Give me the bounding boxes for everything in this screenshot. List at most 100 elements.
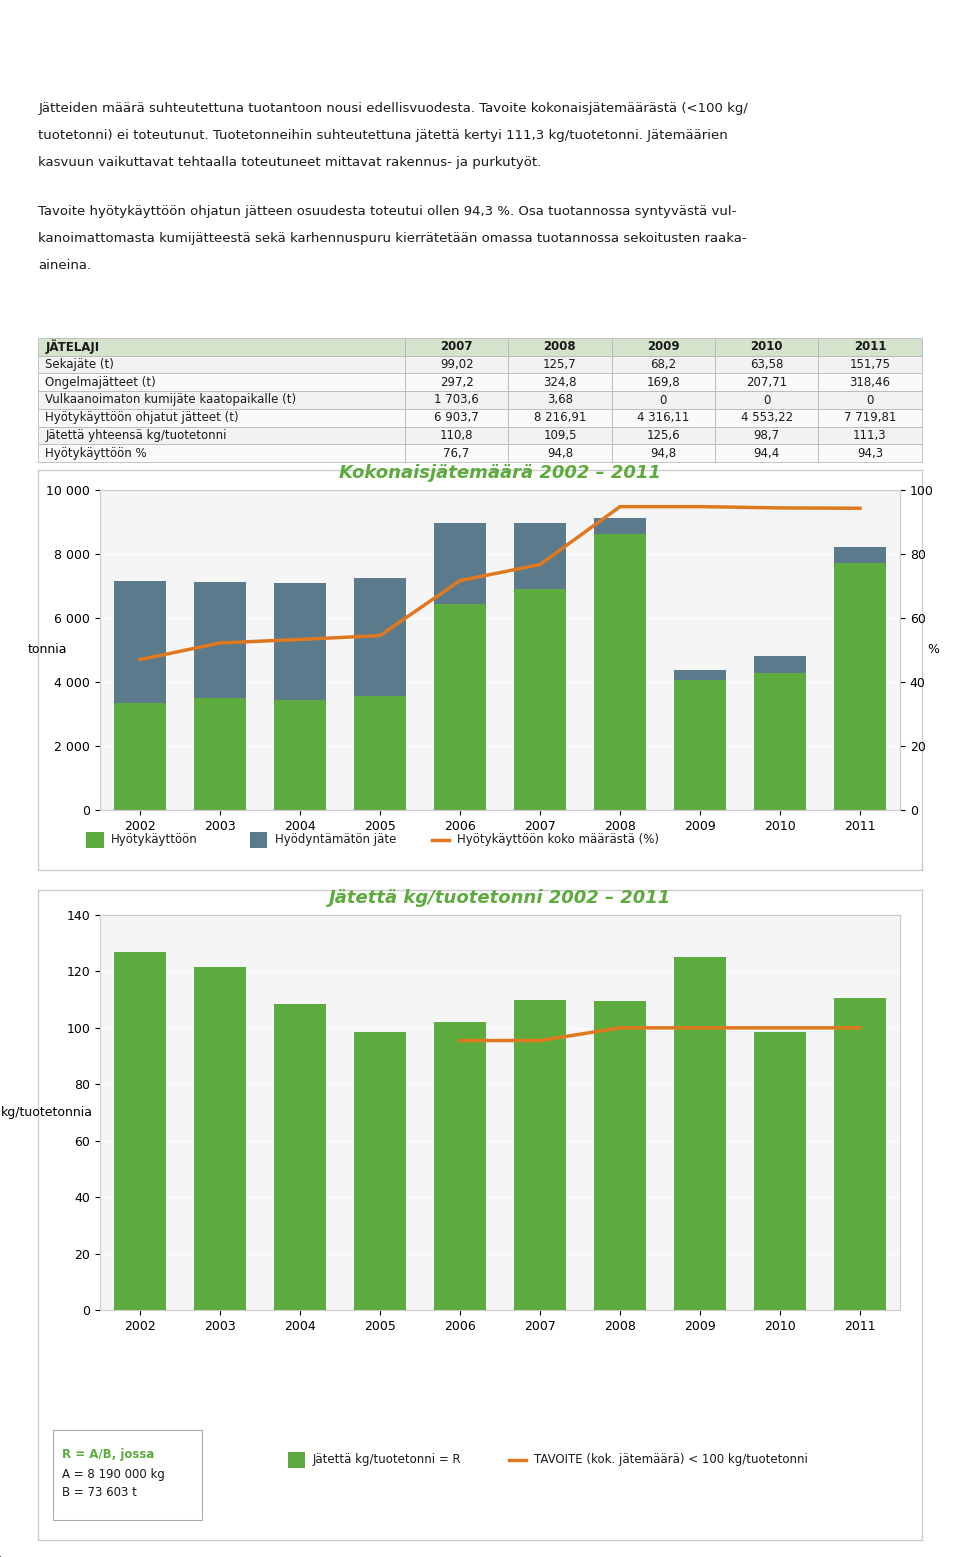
Bar — [405, 338, 508, 355]
Text: 2011: 2011 — [853, 341, 886, 353]
Text: tuotetonni) ei toteutunut. Tuotetonneihin suhteutettuna jätettä kertyi 111,3 kg/: tuotetonni) ei toteutunut. Tuotetonneihi… — [38, 129, 728, 142]
Text: Hyötykäyttöön ohjatut jätteet (t): Hyötykäyttöön ohjatut jätteet (t) — [45, 411, 239, 424]
Text: 2010: 2010 — [751, 341, 782, 353]
Bar — [674, 958, 726, 1309]
Text: 8 216,91: 8 216,91 — [534, 411, 587, 424]
Bar — [674, 680, 726, 810]
Text: 0: 0 — [660, 394, 667, 406]
Bar — [754, 673, 806, 810]
Bar — [508, 444, 612, 462]
Text: 318,46: 318,46 — [850, 375, 891, 389]
Text: 94,3: 94,3 — [857, 447, 883, 459]
Text: JÄTEMÄÄRÄT: JÄTEMÄÄRÄT — [381, 16, 579, 48]
Bar — [38, 444, 405, 462]
Bar — [434, 1023, 486, 1309]
Bar — [612, 391, 715, 409]
Text: 207,71: 207,71 — [746, 375, 787, 389]
Text: 111,3: 111,3 — [853, 428, 887, 442]
Bar — [612, 374, 715, 391]
Bar — [508, 427, 612, 444]
Bar — [114, 704, 166, 810]
Bar — [834, 998, 886, 1309]
Text: 4 316,11: 4 316,11 — [637, 411, 689, 424]
Bar — [612, 444, 715, 462]
Text: 297,2: 297,2 — [440, 375, 473, 389]
Text: 63,58: 63,58 — [750, 358, 783, 371]
Text: %: % — [927, 643, 940, 657]
Text: Jätteiden määrä suhteutettuna tuotantoon nousi edellisvuodesta. Tavoite kokonais: Jätteiden määrä suhteutettuna tuotantoon… — [38, 103, 748, 115]
Text: R = A/B, jossa: R = A/B, jossa — [62, 1448, 155, 1460]
Text: Hyötykäyttöön %: Hyötykäyttöön % — [45, 447, 147, 459]
Bar — [612, 427, 715, 444]
Text: 7 719,81: 7 719,81 — [844, 411, 896, 424]
Text: TAVOITE (kok. jätemäärä) < 100 kg/tuotetonni: TAVOITE (kok. jätemäärä) < 100 kg/tuotet… — [534, 1454, 807, 1467]
Bar — [274, 1004, 326, 1309]
Text: 94,4: 94,4 — [754, 447, 780, 459]
Text: 2009: 2009 — [647, 341, 680, 353]
Text: Kokonaisjätemäärä 2002 – 2011: Kokonaisjätemäärä 2002 – 2011 — [339, 464, 660, 483]
Text: 94,8: 94,8 — [547, 447, 573, 459]
Bar — [818, 355, 922, 374]
Bar — [508, 355, 612, 374]
Text: 125,7: 125,7 — [543, 358, 577, 371]
Bar — [354, 696, 406, 810]
Bar — [434, 604, 486, 810]
Bar — [194, 967, 246, 1309]
Text: 99,02: 99,02 — [440, 358, 473, 371]
Bar — [612, 338, 715, 355]
Bar — [514, 523, 566, 589]
Text: Ongelmajätteet (t): Ongelmajätteet (t) — [45, 375, 156, 389]
Text: 169,8: 169,8 — [646, 375, 680, 389]
Bar — [818, 427, 922, 444]
Bar — [405, 427, 508, 444]
Bar — [715, 374, 818, 391]
Bar — [818, 391, 922, 409]
Bar — [514, 589, 566, 810]
Bar — [715, 338, 818, 355]
Text: kanoimattomasta kumijätteestä sekä karhennuspuru kierrätetään omassa tuotannossa: kanoimattomasta kumijätteestä sekä karhe… — [38, 232, 747, 244]
Bar — [405, 355, 508, 374]
Bar — [405, 374, 508, 391]
Bar — [405, 444, 508, 462]
Text: 76,7: 76,7 — [444, 447, 469, 459]
Bar — [274, 584, 326, 701]
Bar — [715, 355, 818, 374]
Bar — [508, 374, 612, 391]
Text: Hyötykäyttöön: Hyötykäyttöön — [111, 833, 198, 847]
Bar — [405, 409, 508, 427]
Bar — [38, 391, 405, 409]
Bar — [114, 951, 166, 1309]
Bar — [354, 578, 406, 696]
Text: Jätettä yhteensä kg/tuotetonni: Jätettä yhteensä kg/tuotetonni — [45, 428, 227, 442]
Text: 0: 0 — [866, 394, 874, 406]
Bar — [612, 355, 715, 374]
Bar — [715, 391, 818, 409]
Bar — [818, 409, 922, 427]
Bar — [514, 1000, 566, 1309]
Text: kg/tuotetonnia: kg/tuotetonnia — [1, 1105, 93, 1119]
Text: 4 553,22: 4 553,22 — [740, 411, 793, 424]
Text: Hyötykäyttöön koko määrästä (%): Hyötykäyttöön koko määrästä (%) — [457, 833, 659, 847]
Text: Hyödyntämätön jäte: Hyödyntämätön jäte — [275, 833, 396, 847]
Text: 3,68: 3,68 — [547, 394, 573, 406]
Bar — [818, 374, 922, 391]
Text: B = 73 603 t: B = 73 603 t — [62, 1485, 137, 1499]
Bar — [434, 523, 486, 604]
Text: 110,8: 110,8 — [440, 428, 473, 442]
Bar — [612, 409, 715, 427]
Bar — [38, 355, 405, 374]
Bar — [715, 409, 818, 427]
Text: 6 903,7: 6 903,7 — [434, 411, 479, 424]
Bar — [38, 338, 405, 355]
Bar — [38, 374, 405, 391]
Text: A = 8 190 000 kg: A = 8 190 000 kg — [62, 1468, 165, 1481]
Text: kasvuun vaikuttavat tehtaalla toteutuneet mittavat rakennus- ja purkutyöt.: kasvuun vaikuttavat tehtaalla toteutunee… — [38, 156, 541, 170]
Bar — [834, 564, 886, 810]
Bar — [594, 534, 646, 810]
Text: 2008: 2008 — [543, 341, 576, 353]
Bar — [354, 1032, 406, 1309]
Text: 151,75: 151,75 — [850, 358, 891, 371]
Bar — [274, 701, 326, 810]
Text: Sekajäte (t): Sekajäte (t) — [45, 358, 114, 371]
Bar — [405, 391, 508, 409]
